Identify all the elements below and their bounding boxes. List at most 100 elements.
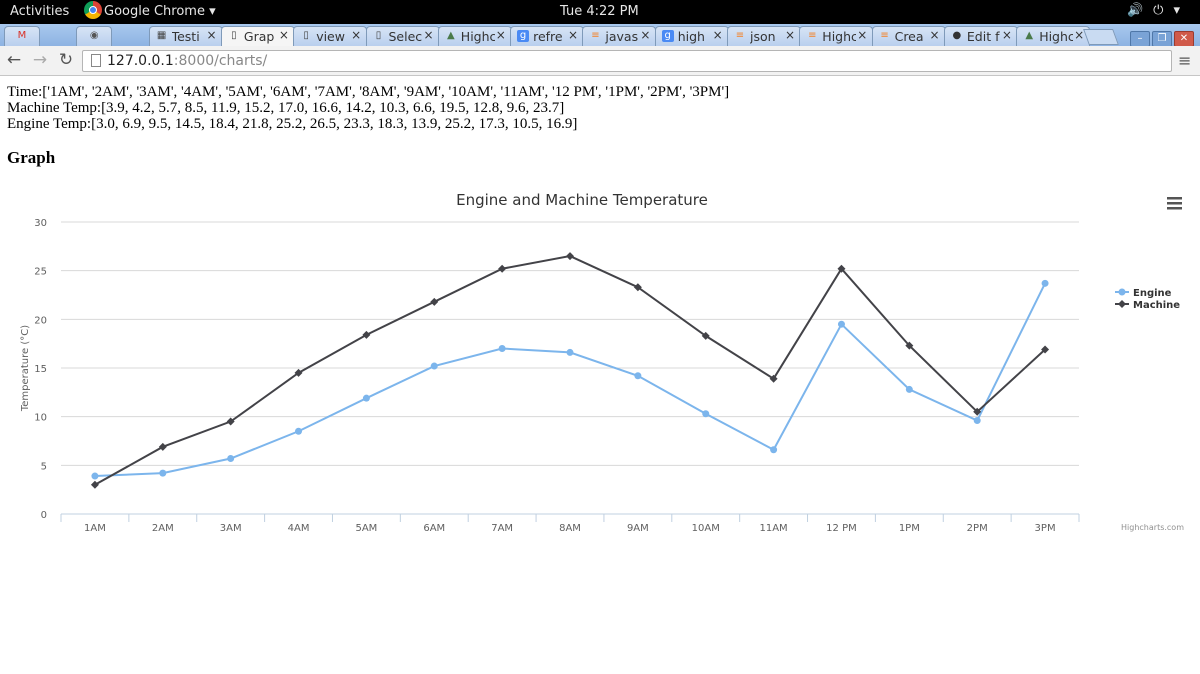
- series-line-engine: [94, 282, 1046, 478]
- data-point-engine: [498, 345, 506, 353]
- browser-tab[interactable]: ▯ Grap ×: [220, 26, 295, 46]
- tab-close-icon[interactable]: ×: [495, 28, 506, 42]
- tab-label: Highc: [1039, 29, 1074, 44]
- tab-close-icon[interactable]: ×: [423, 28, 434, 42]
- tab-label: high: [677, 29, 705, 44]
- new-tab-button[interactable]: [1083, 29, 1119, 45]
- legend-marker-machine: [1118, 300, 1126, 308]
- data-point-engine: [430, 362, 438, 370]
- chrome-menu-icon[interactable]: ≡: [1178, 51, 1192, 70]
- tab-close-icon[interactable]: ×: [712, 28, 723, 42]
- tab-label: Grap: [243, 29, 275, 44]
- browser-tab[interactable]: ≡ json ×: [727, 26, 801, 46]
- y-tick-label: 0: [41, 510, 47, 521]
- browser-tab[interactable]: ▲ Highc ×: [1016, 26, 1091, 46]
- google-icon: g: [661, 30, 674, 42]
- data-point-engine: [905, 385, 913, 393]
- page-icon: ▯: [303, 30, 309, 41]
- data-point-engine: [159, 469, 167, 477]
- address-bar[interactable]: 127.0.0.1:8000/charts/ ☆: [82, 50, 1172, 72]
- tab-close-icon[interactable]: ×: [568, 28, 579, 42]
- time-line: Time:['1AM', '2AM', '3AM', '4AM', '5AM',…: [7, 84, 730, 100]
- tab-close-icon[interactable]: ×: [278, 28, 289, 42]
- tab-close-icon[interactable]: ×: [1001, 28, 1012, 42]
- activities-button[interactable]: Activities: [10, 4, 70, 19]
- chart-menu-icon[interactable]: [1167, 197, 1182, 210]
- stackoverflow-icon: ≡: [808, 30, 817, 41]
- browser-tab[interactable]: M: [4, 26, 40, 46]
- volume-icon[interactable]: 🔊: [1126, 3, 1154, 18]
- google-icon: g: [517, 30, 530, 42]
- back-icon[interactable]: ←: [6, 50, 22, 70]
- chart-title: Engine and Machine Temperature: [456, 191, 708, 209]
- data-point-machine: [90, 480, 99, 489]
- tab-label: Edit f: [966, 29, 1000, 44]
- close-icon[interactable]: ✕: [1174, 31, 1194, 47]
- legend-marker-engine: [1118, 288, 1126, 296]
- data-point-engine: [973, 417, 981, 425]
- gmail-icon: M: [17, 30, 27, 41]
- restore-icon[interactable]: ❐: [1152, 31, 1172, 47]
- tab-close-icon[interactable]: ×: [929, 28, 940, 42]
- x-tick-label: 7AM: [491, 523, 513, 534]
- tab-close-icon[interactable]: ×: [784, 28, 795, 42]
- x-tick-label: 6AM: [423, 523, 445, 534]
- browser-tab[interactable]: ▦ Testi ×: [148, 26, 223, 46]
- highcharts-icon: ▲: [446, 30, 455, 41]
- url-path: :8000/charts/: [173, 53, 268, 69]
- chevron-down-icon: ▾: [209, 4, 216, 19]
- browser-toolbar: ← → ↻ 127.0.0.1:8000/charts/ ☆ ≡: [0, 46, 1200, 76]
- browser-tab[interactable]: g refre ×: [510, 26, 585, 46]
- minimize-icon[interactable]: –: [1130, 31, 1150, 47]
- data-point-machine: [905, 341, 914, 350]
- browser-tab[interactable]: g high ×: [654, 26, 729, 46]
- browser-tab[interactable]: ≡ Crea ×: [871, 26, 946, 46]
- browser-tab[interactable]: ● Edit f ×: [943, 26, 1018, 46]
- data-point-machine: [837, 264, 846, 273]
- x-tick-label: 9AM: [627, 523, 649, 534]
- tab-close-icon[interactable]: ×: [1074, 28, 1085, 42]
- x-tick-label: 10AM: [692, 523, 720, 534]
- data-point-engine: [1041, 279, 1049, 287]
- tab-close-icon[interactable]: ×: [206, 28, 217, 42]
- data-point-machine: [362, 330, 371, 339]
- stackoverflow-icon: ≡: [591, 30, 600, 41]
- data-point-machine: [769, 374, 778, 383]
- tab-label: Selec: [388, 29, 423, 44]
- page-content: Time:['1AM', '2AM', '3AM', '4AM', '5AM',…: [7, 84, 729, 132]
- y-tick-label: 30: [34, 218, 47, 229]
- power-icon[interactable]: ⏻: [1153, 3, 1174, 18]
- tab-label: refre: [533, 29, 563, 44]
- y-axis-title: Temperature (°C): [20, 325, 31, 412]
- machine-temp-line: Machine Temp:[3.9, 4.2, 5.7, 8.5, 11.9, …: [7, 100, 565, 116]
- data-point-engine: [566, 348, 574, 356]
- clock[interactable]: Tue 4:22 PM: [560, 4, 639, 19]
- app-menu-label: Google Chrome: [104, 4, 205, 19]
- series-line-machine: [94, 255, 1046, 486]
- tab-label: Crea: [894, 29, 924, 44]
- browser-tab[interactable]: ≡ javas ×: [582, 26, 657, 46]
- tab-close-icon[interactable]: ×: [640, 28, 651, 42]
- tab-close-icon[interactable]: ×: [351, 28, 362, 42]
- browser-tab[interactable]: ▯ Selec ×: [365, 26, 440, 46]
- tab-label: Highc: [460, 29, 495, 44]
- x-tick-label: 2AM: [152, 523, 174, 534]
- forward-icon[interactable]: →: [32, 50, 48, 70]
- browser-tab[interactable]: ◉: [76, 26, 113, 46]
- stackoverflow-icon: ≡: [735, 30, 745, 41]
- data-point-machine: [633, 283, 642, 292]
- tab-label: javas: [605, 29, 639, 44]
- browser-tab[interactable]: ≡ Highc ×: [799, 26, 874, 46]
- data-point-engine: [91, 472, 99, 480]
- app-menu[interactable]: Google Chrome ▾: [84, 1, 216, 19]
- y-tick-label: 25: [34, 267, 47, 278]
- system-tray[interactable]: 🔊⏻▾: [1127, 3, 1190, 18]
- reload-icon[interactable]: ↻: [58, 50, 74, 70]
- tab-close-icon[interactable]: ×: [857, 28, 868, 42]
- browser-tab[interactable]: ▯ view ×: [293, 26, 368, 46]
- tab-strip: M ◉ ▦ Testi × ▯ Grap × ▯ view × ▯ Selec × ▲ Highc × g refr…: [0, 24, 1200, 47]
- chevron-down-icon[interactable]: ▾: [1173, 3, 1190, 18]
- data-point-engine: [227, 455, 235, 463]
- data-point-machine: [498, 264, 507, 273]
- browser-tab[interactable]: ▲ Highc ×: [437, 26, 512, 46]
